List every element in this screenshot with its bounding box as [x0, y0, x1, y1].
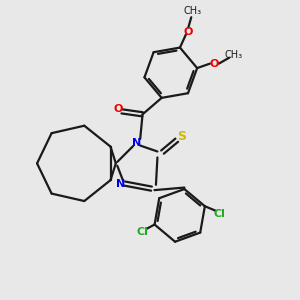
- Text: CH₃: CH₃: [184, 6, 202, 16]
- Text: N: N: [116, 179, 125, 189]
- Text: Cl: Cl: [136, 227, 148, 237]
- Text: S: S: [177, 130, 186, 143]
- Text: O: O: [210, 58, 219, 69]
- Text: Cl: Cl: [214, 209, 226, 219]
- Text: O: O: [184, 27, 193, 37]
- Text: N: N: [132, 138, 141, 148]
- Text: O: O: [113, 104, 123, 114]
- Text: CH₃: CH₃: [225, 50, 243, 60]
